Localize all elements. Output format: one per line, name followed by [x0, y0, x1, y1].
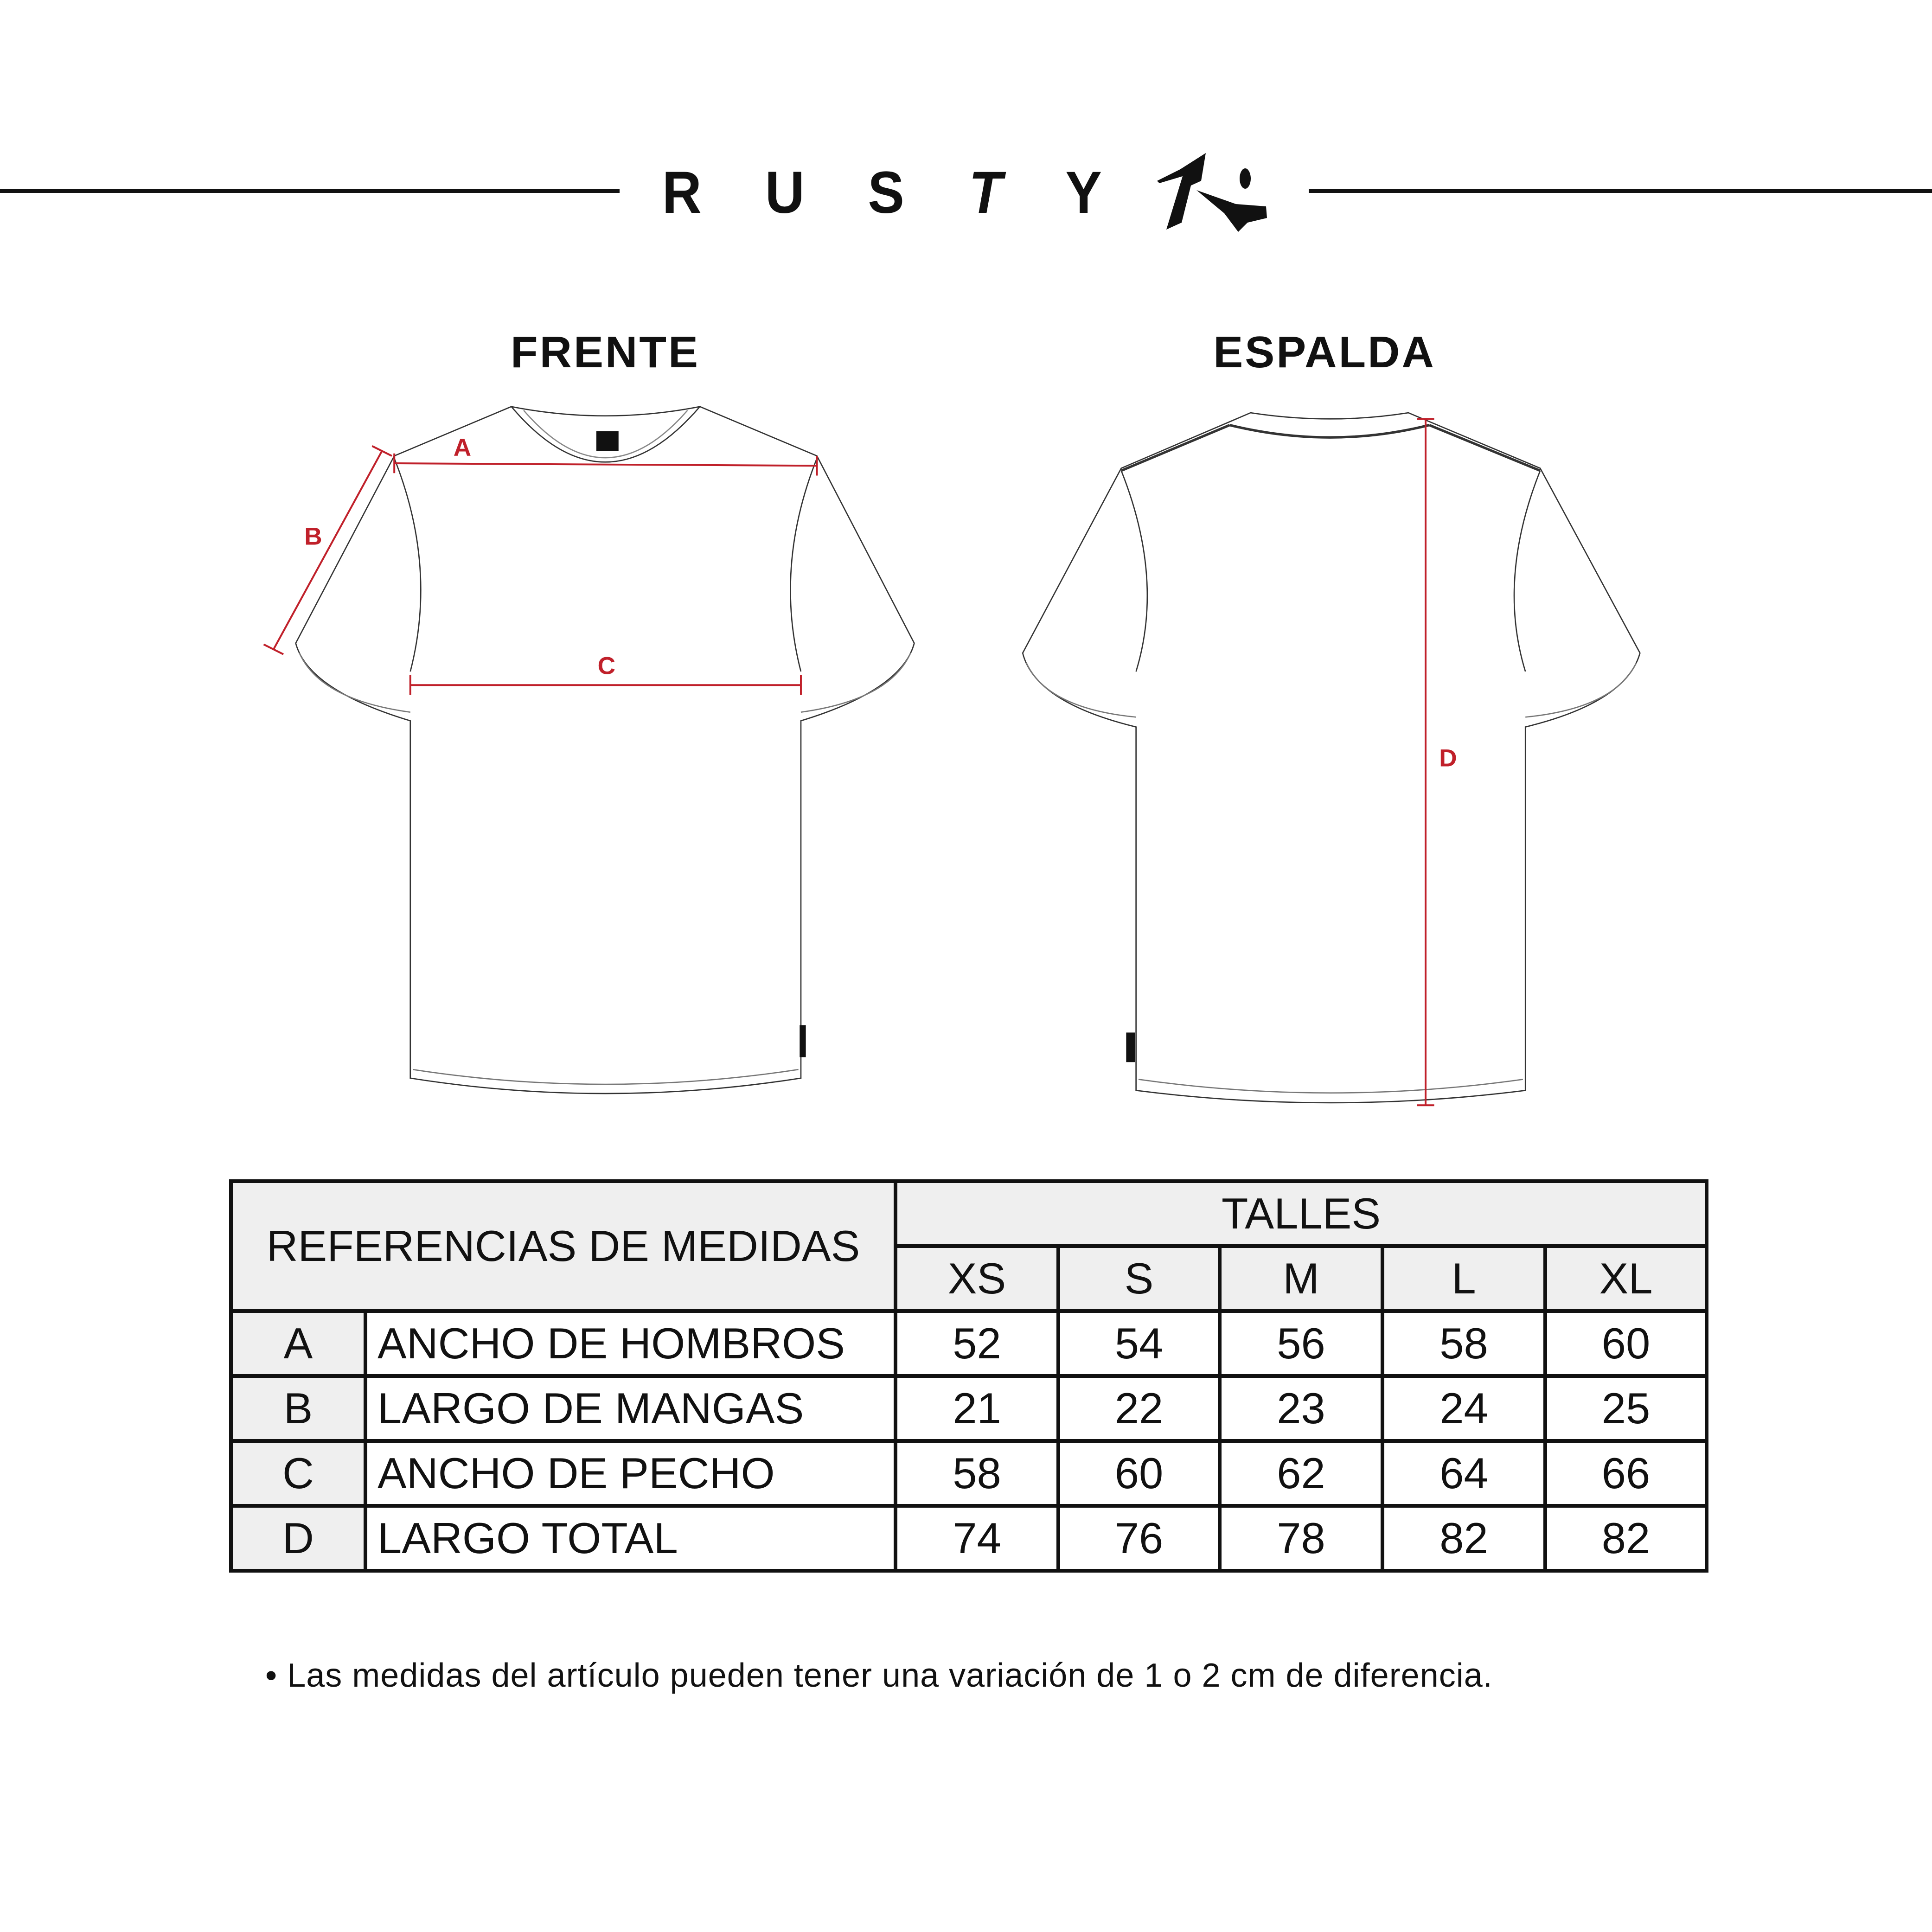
cell-value: 76	[1056, 1504, 1222, 1573]
front-shirt-drawing	[295, 406, 915, 1094]
size-m: M	[1218, 1244, 1384, 1313]
row-code: D	[229, 1504, 367, 1573]
measure-line-a	[394, 462, 817, 467]
cell-value: 74	[894, 1504, 1060, 1573]
cell-value: 62	[1218, 1439, 1384, 1508]
cell-value: 60	[1056, 1439, 1222, 1508]
label-b: B	[304, 523, 322, 550]
cell-value: 82	[1381, 1504, 1547, 1573]
footnote: • Las medidas del artículo pueden tener …	[265, 1657, 1493, 1694]
front-view-title: FRENTE	[511, 327, 700, 377]
cell-value: 82	[1543, 1504, 1708, 1573]
label-d: D	[1439, 745, 1457, 772]
row-code: C	[229, 1439, 367, 1508]
size-s: S	[1056, 1244, 1222, 1313]
label-c: C	[598, 652, 615, 679]
cell-value: 56	[1218, 1309, 1384, 1378]
row-code: A	[229, 1309, 367, 1378]
table-header-row: REFERENCIAS DE MEDIDAS TALLES	[229, 1179, 1708, 1313]
cell-value: 54	[1056, 1309, 1222, 1378]
cell-value: 23	[1218, 1374, 1384, 1443]
brand-letter: T	[969, 160, 1003, 226]
sizes-header: TALLES	[894, 1179, 1708, 1248]
size-table: REFERENCIAS DE MEDIDAS TALLES XS S M L X…	[229, 1179, 1708, 1573]
cell-value: 52	[894, 1309, 1060, 1378]
table-row: A ANCHO DE HOMBROS 52 54 56 58 60	[229, 1309, 1708, 1378]
cell-value: 21	[894, 1374, 1060, 1443]
table-row: C ANCHO DE PECHO 58 60 62 64 66	[229, 1439, 1708, 1508]
cell-value: 78	[1218, 1504, 1384, 1573]
row-label: LARGO DE MANGAS	[364, 1374, 897, 1443]
header-rule-left	[0, 189, 620, 193]
cell-value: 64	[1381, 1439, 1547, 1508]
size-xs: XS	[894, 1244, 1060, 1313]
size-xl: XL	[1543, 1244, 1708, 1313]
row-label: ANCHO DE HOMBROS	[364, 1309, 897, 1378]
header-rule-right	[1309, 189, 1932, 193]
back-view-title: ESPALDA	[1213, 327, 1436, 377]
cell-value: 25	[1543, 1374, 1708, 1443]
cell-value: 60	[1543, 1309, 1708, 1378]
row-label: ANCHO DE PECHO	[364, 1439, 897, 1508]
label-a: A	[454, 434, 471, 461]
table-row: B LARGO DE MANGAS 21 22 23 24 25	[229, 1374, 1708, 1443]
row-label: LARGO TOTAL	[364, 1504, 897, 1573]
cell-value: 58	[1381, 1309, 1547, 1378]
table-row: D LARGO TOTAL 74 76 78 82 82	[229, 1504, 1708, 1573]
size-l: L	[1381, 1244, 1547, 1313]
measure-line-b	[273, 450, 383, 650]
size-labels-row: XS S M L XL	[231, 1244, 1708, 1313]
brand-letter: S	[868, 160, 904, 226]
brand-letter: U	[765, 160, 805, 226]
cell-value: 24	[1381, 1374, 1547, 1443]
cell-value: 22	[1056, 1374, 1222, 1443]
back-shirt-drawing	[1022, 412, 1641, 1104]
cell-value: 66	[1543, 1439, 1708, 1508]
rusty-logo-icon	[1157, 153, 1267, 232]
ref-header: REFERENCIAS DE MEDIDAS	[229, 1179, 897, 1313]
brand-letter: Y	[1065, 160, 1102, 226]
cell-value: 58	[894, 1439, 1060, 1508]
row-code: B	[229, 1374, 367, 1443]
brand-letter: R	[662, 160, 702, 226]
